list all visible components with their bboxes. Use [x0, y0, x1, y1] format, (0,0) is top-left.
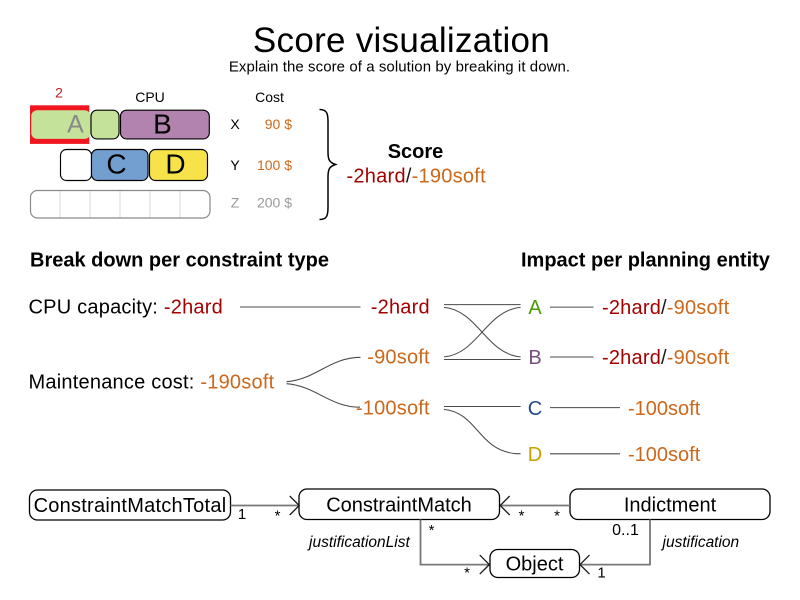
- svg-text:*: *: [554, 508, 560, 525]
- svg-text:A: A: [67, 111, 84, 139]
- svg-text:B: B: [153, 109, 172, 140]
- svg-text:justificationList: justificationList: [307, 534, 410, 551]
- svg-text:-2hard/-90soft: -2hard/-90soft: [602, 347, 730, 369]
- svg-text:-100soft: -100soft: [356, 398, 430, 420]
- svg-text:2: 2: [55, 85, 63, 101]
- svg-text:Z: Z: [231, 195, 240, 211]
- svg-text:-2hard: -2hard: [371, 297, 430, 319]
- svg-text:Object: Object: [506, 554, 564, 576]
- svg-text:Cost: Cost: [255, 89, 284, 105]
- svg-text:0..1: 0..1: [612, 522, 639, 539]
- svg-text:1: 1: [238, 506, 246, 523]
- svg-text:-2hard/-90soft: -2hard/-90soft: [602, 297, 730, 319]
- svg-text:Y: Y: [230, 157, 240, 173]
- svg-text:Maintenance cost: -190soft: Maintenance cost: -190soft: [29, 372, 275, 394]
- svg-text:-2hard/-190soft: -2hard/-190soft: [347, 166, 487, 188]
- svg-text:C: C: [528, 398, 542, 420]
- svg-text:CPU: CPU: [135, 89, 165, 105]
- svg-text:*: *: [519, 508, 525, 525]
- svg-text:Indictment: Indictment: [624, 495, 717, 517]
- svg-text:-100soft: -100soft: [628, 444, 701, 466]
- svg-text:1: 1: [597, 565, 605, 582]
- svg-text:90 $: 90 $: [265, 116, 292, 132]
- svg-text:Impact per planning entity: Impact per planning entity: [521, 250, 771, 272]
- svg-text:ConstraintMatchTotal: ConstraintMatchTotal: [34, 495, 227, 517]
- svg-text:CPU capacity: -2hard: CPU capacity: -2hard: [29, 297, 224, 319]
- svg-text:-90soft: -90soft: [367, 347, 430, 369]
- svg-text:Score visualization: Score visualization: [253, 21, 550, 60]
- svg-text:ConstraintMatch: ConstraintMatch: [326, 495, 472, 517]
- svg-text:B: B: [528, 347, 541, 369]
- svg-text:-100soft: -100soft: [628, 398, 701, 420]
- svg-text:C: C: [106, 148, 126, 179]
- svg-text:*: *: [464, 565, 470, 582]
- svg-text:X: X: [230, 116, 240, 132]
- svg-text:D: D: [165, 148, 185, 179]
- svg-text:Explain the score of a solutio: Explain the score of a solution by break…: [229, 59, 570, 76]
- svg-text:*: *: [429, 522, 435, 539]
- svg-text:D: D: [528, 444, 542, 466]
- svg-text:Score: Score: [388, 141, 444, 163]
- svg-text:*: *: [275, 508, 281, 525]
- svg-text:A: A: [528, 297, 542, 319]
- svg-text:200 $: 200 $: [257, 195, 292, 211]
- svg-text:justification: justification: [661, 534, 740, 551]
- svg-text:Break down per constraint type: Break down per constraint type: [30, 250, 329, 272]
- svg-text:100 $: 100 $: [257, 157, 292, 173]
